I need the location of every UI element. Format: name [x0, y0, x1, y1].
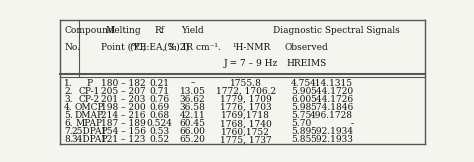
Text: 4.: 4. [64, 103, 73, 112]
Text: 13.05: 13.05 [180, 87, 206, 96]
Text: 8.: 8. [64, 135, 73, 145]
Text: 180 – 182: 180 – 182 [101, 79, 146, 88]
Text: 2.: 2. [64, 87, 73, 96]
Text: 6.00: 6.00 [291, 95, 311, 104]
Text: J = 7 – 9 Hz: J = 7 – 9 Hz [224, 59, 279, 68]
Text: 201 – 203: 201 – 203 [101, 95, 146, 104]
Text: (%) IR cm⁻¹.: (%) IR cm⁻¹. [164, 42, 221, 52]
Text: 496.1728: 496.1728 [310, 111, 353, 120]
Text: 574.1846: 574.1846 [310, 103, 353, 112]
Text: 60.45: 60.45 [180, 119, 206, 128]
Text: Yield: Yield [181, 26, 204, 35]
Text: 36.58: 36.58 [180, 103, 206, 112]
Text: 66.00: 66.00 [180, 127, 206, 136]
Text: 5.90: 5.90 [291, 87, 311, 96]
Text: P: P [86, 79, 92, 88]
Text: 0.71: 0.71 [149, 87, 169, 96]
Text: 1760,1752: 1760,1752 [221, 127, 270, 136]
Text: 7.: 7. [64, 127, 73, 136]
Text: 5.85: 5.85 [291, 135, 311, 145]
Text: Diagnostic Spectral Signals: Diagnostic Spectral Signals [273, 26, 400, 35]
Text: Melting: Melting [106, 26, 141, 35]
Text: CP-2: CP-2 [79, 95, 100, 104]
Text: 1775, 1737: 1775, 1737 [220, 135, 272, 145]
Text: 187 – 189: 187 – 189 [101, 119, 146, 128]
Text: 0.21: 0.21 [149, 79, 169, 88]
Text: –: – [191, 79, 195, 88]
Text: 0.69: 0.69 [149, 103, 169, 112]
Text: CP-1: CP-1 [79, 87, 100, 96]
Text: No.: No. [64, 42, 80, 52]
Text: 592.1934: 592.1934 [310, 127, 353, 136]
Text: 36.62: 36.62 [180, 95, 205, 104]
Text: Rf: Rf [154, 26, 164, 35]
Text: Point (°C): Point (°C) [101, 42, 146, 52]
Text: HREIMS: HREIMS [286, 59, 327, 68]
Text: Compound: Compound [64, 26, 114, 35]
Text: 42.11: 42.11 [180, 111, 205, 120]
Text: 1769,1718: 1769,1718 [221, 111, 270, 120]
Text: 154 – 156: 154 – 156 [101, 127, 146, 136]
Text: 5.98: 5.98 [291, 103, 311, 112]
Text: 1776, 1703: 1776, 1703 [220, 103, 272, 112]
Text: 34DPAP: 34DPAP [71, 135, 108, 145]
Text: 0.53: 0.53 [149, 127, 169, 136]
Text: 25DPAP: 25DPAP [71, 127, 108, 136]
Text: 1768, 1740: 1768, 1740 [220, 119, 272, 128]
Text: 0.524: 0.524 [146, 119, 172, 128]
Text: 5.: 5. [64, 111, 73, 120]
Text: 592.1933: 592.1933 [310, 135, 353, 145]
Text: DMAP: DMAP [75, 111, 104, 120]
Text: 4.75: 4.75 [291, 79, 311, 88]
Text: 1.: 1. [64, 79, 73, 88]
Text: 1755.8: 1755.8 [230, 79, 262, 88]
Text: 5.70: 5.70 [291, 119, 311, 128]
Text: 121 – 123: 121 – 123 [101, 135, 146, 145]
Text: 214 – 216: 214 – 216 [101, 111, 146, 120]
Text: 0.76: 0.76 [149, 95, 169, 104]
Text: 414.1315: 414.1315 [310, 79, 353, 88]
Text: 5.89: 5.89 [291, 127, 311, 136]
Text: 5.75: 5.75 [291, 111, 311, 120]
Text: 198 – 200: 198 – 200 [101, 103, 146, 112]
Text: 0.68: 0.68 [149, 111, 169, 120]
Text: (PE:EA, 3: 2): (PE:EA, 3: 2) [130, 42, 189, 52]
Text: Observed: Observed [284, 42, 328, 52]
Text: MPAP: MPAP [76, 119, 103, 128]
Text: 1772, 1706.2: 1772, 1706.2 [216, 87, 276, 96]
Text: 6.: 6. [64, 119, 73, 128]
Text: 205 – 207: 205 – 207 [101, 87, 146, 96]
Text: -: - [350, 119, 353, 128]
Text: 544.1726: 544.1726 [310, 95, 353, 104]
Text: 3.: 3. [64, 95, 73, 104]
Text: 0.52: 0.52 [149, 135, 169, 145]
Text: 544.1720: 544.1720 [310, 87, 353, 96]
Text: 65.20: 65.20 [180, 135, 206, 145]
Text: OMCP: OMCP [74, 103, 104, 112]
Text: 1779, 1709: 1779, 1709 [220, 95, 272, 104]
Text: ¹H-NMR: ¹H-NMR [232, 42, 271, 52]
